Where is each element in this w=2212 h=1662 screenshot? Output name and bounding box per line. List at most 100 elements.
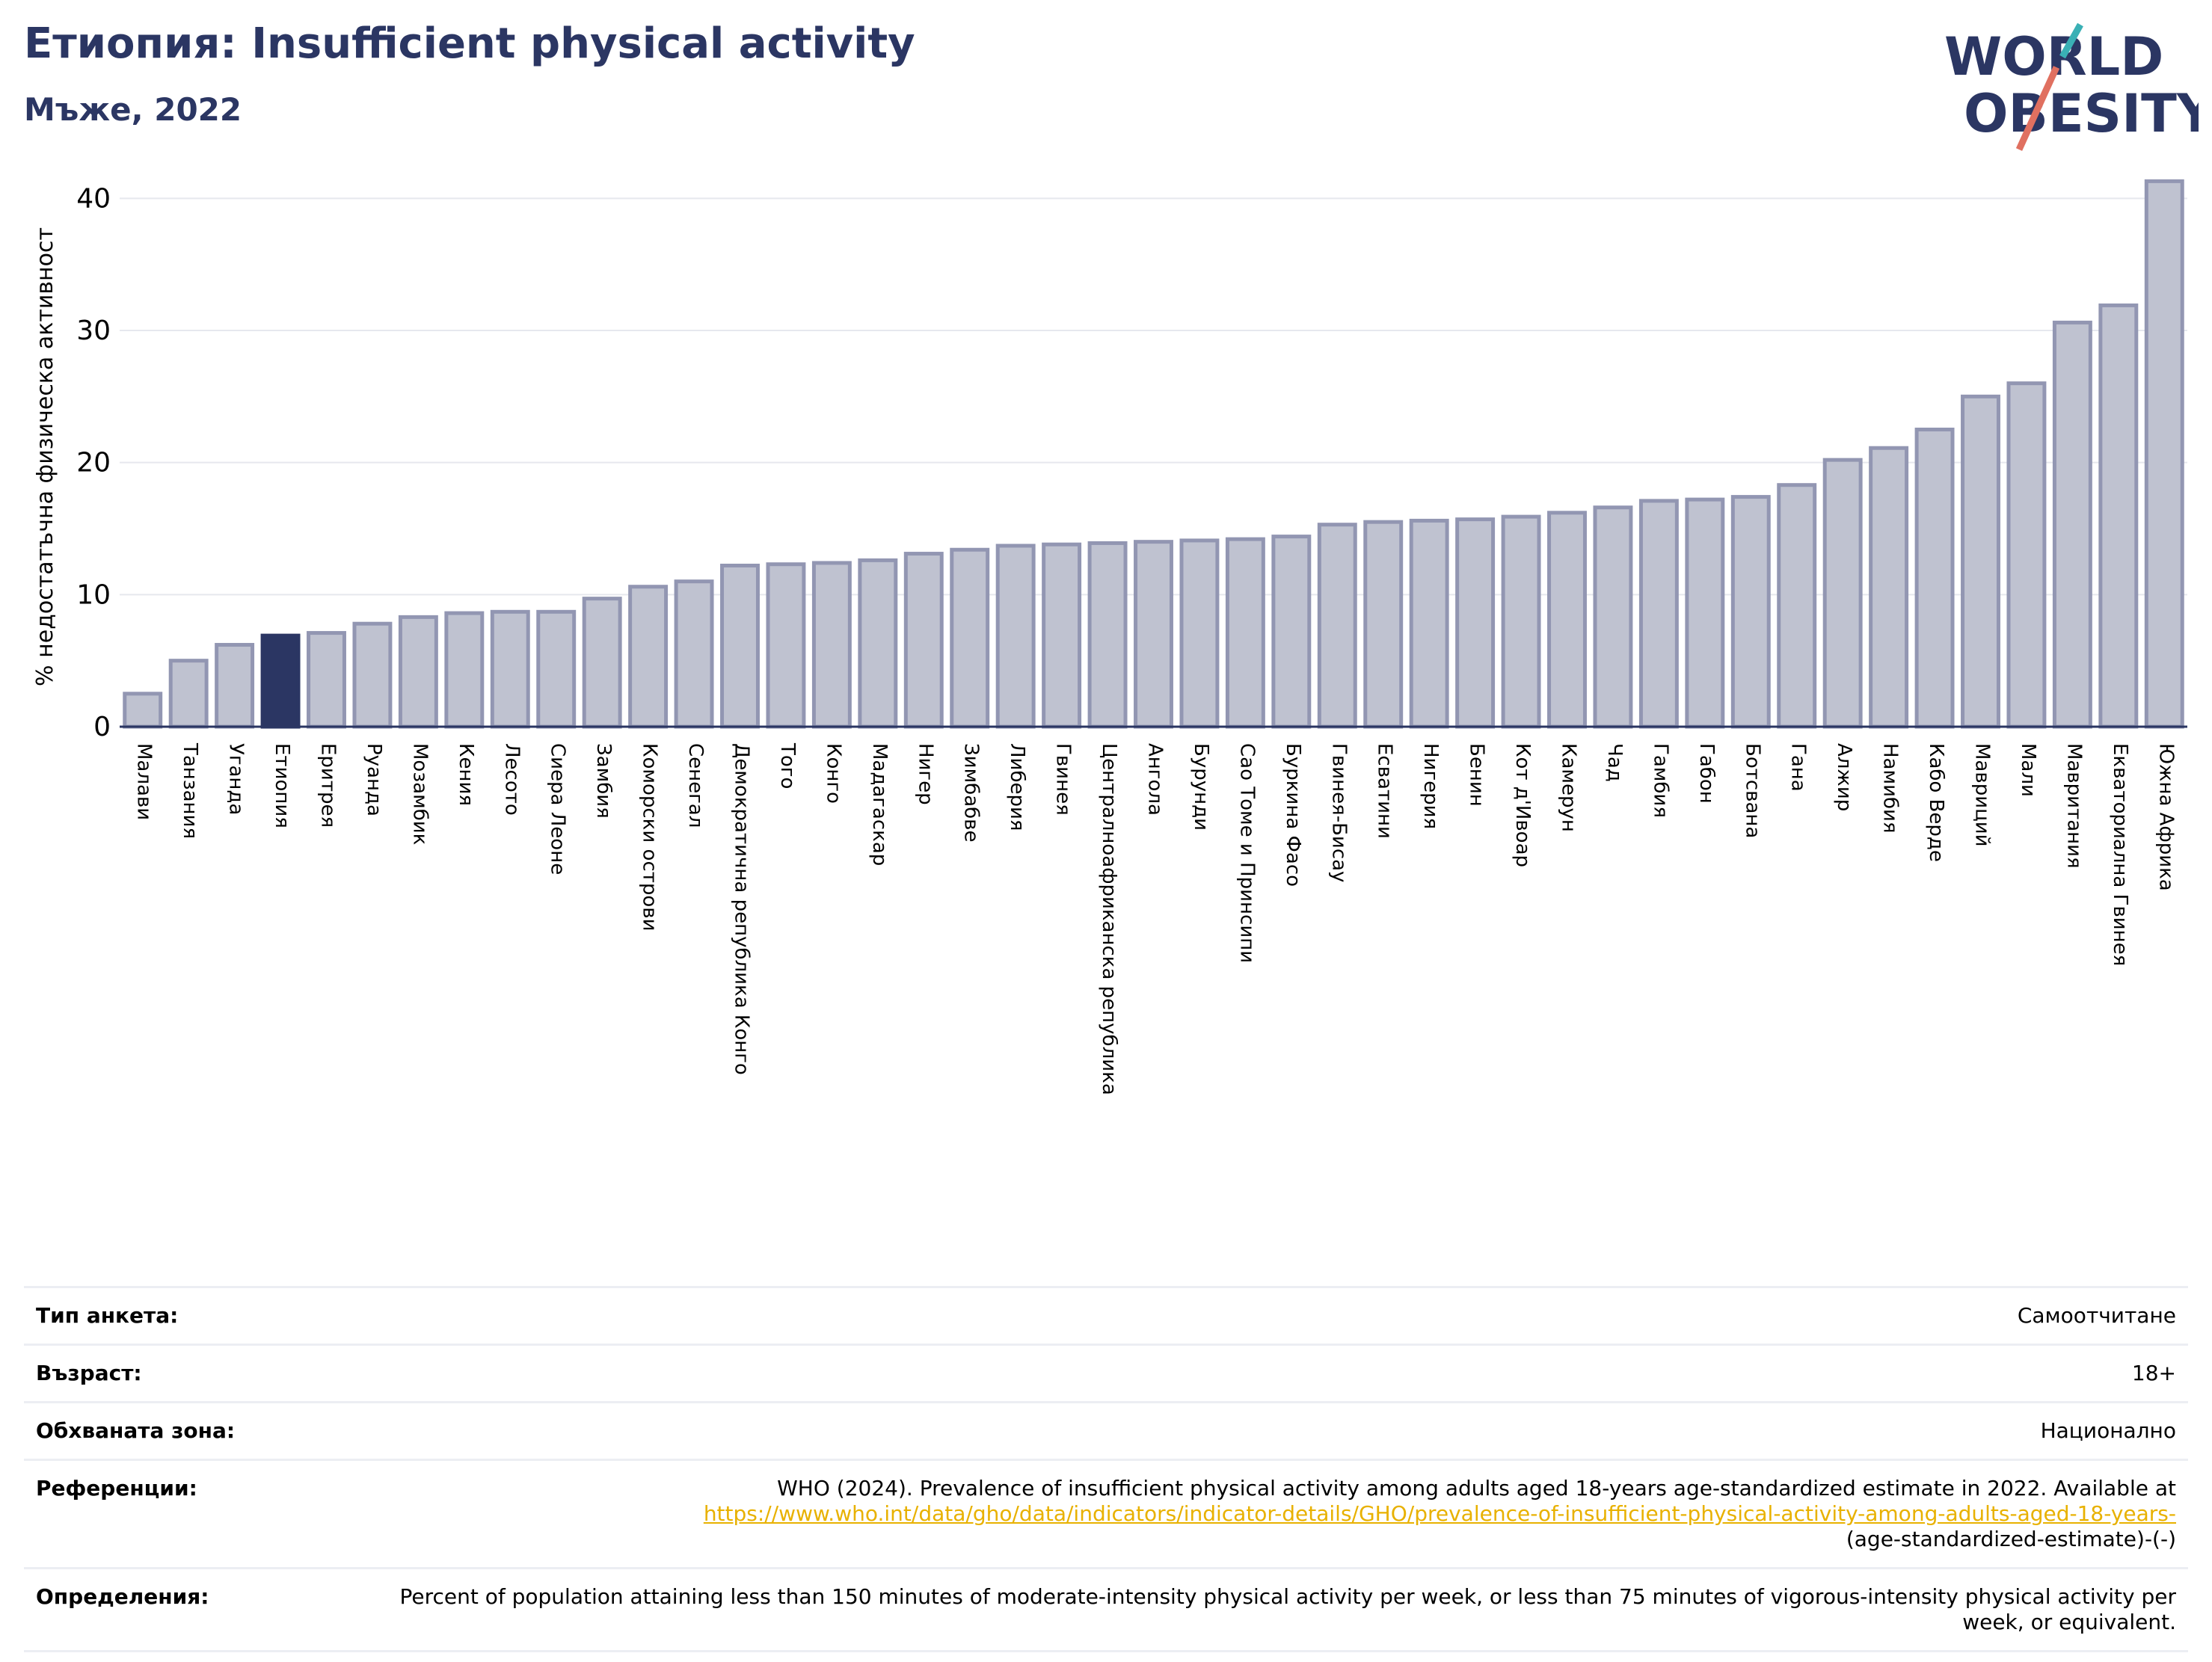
age-row: Възраст: 18+ — [24, 1344, 2188, 1401]
bar — [123, 692, 163, 729]
bar — [903, 552, 944, 729]
survey-type-value: Самоотчитане — [2017, 1303, 2176, 1328]
x-tick-label: Сиера Леоне — [547, 743, 569, 875]
age-label: Възраст: — [36, 1361, 142, 1385]
info-table: Тип анкета: Самоотчитане Възраст: 18+ Об… — [24, 1286, 2188, 1652]
bar — [628, 585, 669, 729]
bar — [1134, 540, 1173, 729]
x-tick-label: Гвинея-Бисау — [1327, 743, 1350, 882]
x-axis-labels: Малави Танзания Уганда Етиопия Еритрея Руанда… — [133, 742, 2178, 1095]
x-tick-label: Замбия — [592, 743, 615, 819]
bar — [1087, 541, 1128, 729]
references-link[interactable]: https://www.who.int/data/gho/data/indica… — [703, 1501, 2176, 1526]
y-tick-label: 40 — [76, 183, 111, 214]
x-tick-label: Есватини — [1374, 743, 1396, 839]
x-tick-label: Мавритания — [2062, 743, 2085, 869]
x-tick-label: Уганда — [225, 743, 248, 815]
bar — [1042, 542, 1082, 729]
bar — [995, 544, 1036, 729]
area-value: Национално — [2040, 1418, 2176, 1443]
bar — [811, 561, 852, 729]
bar — [1777, 483, 1817, 729]
bar — [1638, 499, 1679, 729]
x-tick-label: Мали — [2017, 743, 2039, 797]
bar — [1501, 514, 1541, 729]
x-tick-label: Камерун — [1558, 743, 1580, 832]
bar — [1730, 495, 1771, 729]
bar — [2098, 303, 2139, 729]
x-tick-label: Еритрея — [317, 743, 340, 828]
bar — [168, 659, 209, 729]
x-tick-label: Централноафриканска република — [1098, 743, 1120, 1095]
page-subtitle: Мъже, 2022 — [24, 91, 242, 128]
y-axis-label: % недостатъчна физическа активност — [32, 227, 58, 686]
bar — [1317, 523, 1357, 729]
bar — [307, 631, 346, 729]
bar — [1179, 538, 1220, 729]
x-tick-label: Малави — [133, 743, 156, 820]
bar — [2052, 320, 2092, 729]
bars — [123, 179, 2184, 729]
x-tick-label: Кения — [455, 743, 477, 806]
y-axis-ticks: 0 10 20 30 40 — [76, 183, 111, 742]
x-tick-label: Гвинея — [1052, 743, 1075, 816]
bar — [720, 563, 760, 729]
x-tick-label: Коморски острови — [639, 743, 661, 932]
bar — [582, 597, 622, 729]
x-tick-label: Мозамбик — [408, 743, 431, 845]
x-tick-label: Зимбабве — [960, 743, 983, 843]
definitions-row: Определения: Percent of population attai… — [24, 1567, 2188, 1652]
bar — [1225, 537, 1265, 729]
x-tick-label: Нигер — [914, 743, 936, 805]
x-tick-label: Чад — [1603, 743, 1626, 782]
x-tick-label: Екваториална Гвинея — [2109, 743, 2131, 966]
references-text: WHO (2024). Prevalence of insufficient p… — [777, 1476, 2176, 1501]
x-tick-label: Сенегал — [684, 743, 707, 828]
bar — [766, 562, 806, 729]
bar — [858, 558, 898, 729]
bar — [1869, 446, 1909, 729]
bar — [444, 611, 485, 729]
x-tick-label: Буркина Фасо — [1282, 743, 1304, 887]
bar-chart: 0 10 20 30 40 Малави Танзания Уганда Етиопия Ери… — [32, 179, 2187, 1095]
bar — [1914, 428, 1955, 729]
x-tick-label: Нигерия — [1419, 743, 1442, 829]
bar — [215, 642, 255, 729]
x-tick-label: Демократична република Конго — [731, 743, 753, 1075]
y-tick-label: 10 — [76, 579, 111, 610]
x-tick-label: Южна Африка — [2154, 743, 2177, 891]
age-value: 18+ — [2131, 1361, 2176, 1385]
x-tick-label: Мавриций — [1971, 743, 1994, 847]
bar — [1822, 458, 1863, 729]
x-tick-label: Руанда — [363, 743, 385, 816]
bar — [674, 579, 714, 729]
x-tick-label: Гана — [1787, 743, 1810, 792]
x-tick-label: Габон — [1695, 743, 1718, 804]
x-tick-label: Лесото — [500, 743, 523, 816]
x-tick-label: Етиопия — [271, 743, 293, 828]
x-tick-label: Кабо Верде — [1925, 743, 1947, 862]
x-tick-label: Танзания — [179, 742, 201, 839]
y-tick-label: 0 — [93, 712, 111, 742]
bar — [352, 621, 393, 729]
bar — [1547, 511, 1587, 729]
x-tick-label: Ботсвана — [1741, 743, 1763, 838]
references-value: WHO (2024). Prevalence of insufficient p… — [704, 1476, 2176, 1552]
logo-slash-teal — [2059, 22, 2083, 59]
x-tick-label: Сао Томе и Принсипи — [1235, 743, 1258, 963]
references-label: Референции: — [36, 1476, 197, 1501]
page-title: Етиопия: Insufficient physical activity — [24, 19, 915, 68]
bar — [1593, 505, 1633, 729]
world-obesity-logo: WORLD OBESITY — [1944, 22, 2199, 151]
x-tick-label: Ангола — [1144, 743, 1167, 816]
bar — [1409, 518, 1449, 729]
survey-type-label: Тип анкета: — [36, 1303, 179, 1328]
area-row: Обхваната зона: Национално — [24, 1401, 2188, 1459]
area-label: Обхваната зона: — [36, 1418, 236, 1443]
x-tick-label: Гамбия — [1649, 743, 1671, 818]
bar — [536, 609, 577, 729]
x-tick-label: Бенин — [1466, 743, 1488, 807]
bar — [1685, 497, 1725, 729]
y-tick-label: 30 — [76, 316, 111, 346]
bar — [1961, 394, 2000, 729]
